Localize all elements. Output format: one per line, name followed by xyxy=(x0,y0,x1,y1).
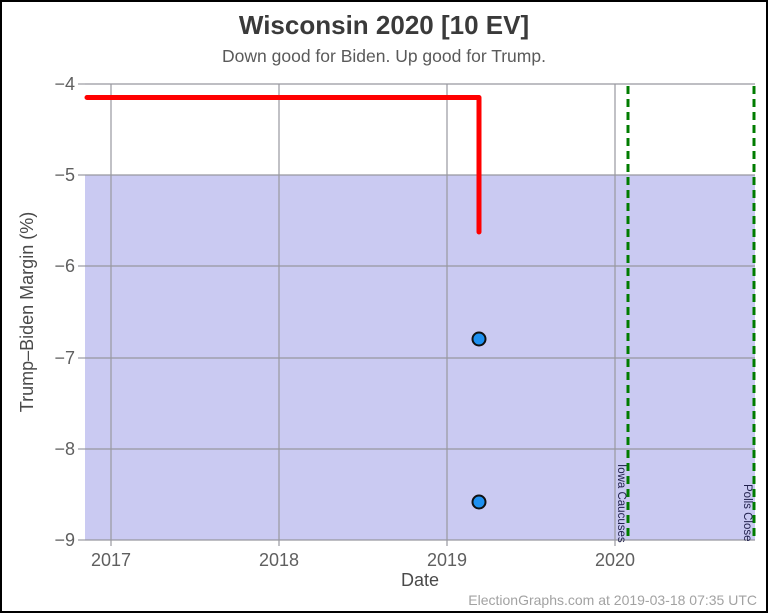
y-tick-label: −9 xyxy=(54,530,75,550)
trend-line xyxy=(84,95,482,235)
page-title: Wisconsin 2020 [10 EV] xyxy=(239,10,529,40)
footer-credit: ElectionGraphs.com at 2019-03-18 07:35 U… xyxy=(468,592,757,608)
x-tick-label: 2019 xyxy=(427,550,467,570)
vertical-gridlines xyxy=(110,84,616,540)
horizontal-gridlines xyxy=(85,83,755,541)
y-tick-label: −5 xyxy=(54,165,75,185)
x-tick-label: 2017 xyxy=(91,550,131,570)
chart-subtitle: Down good for Biden. Up good for Trump. xyxy=(222,46,546,66)
y-tick-labels: −4 −5 −6 −7 −8 −9 xyxy=(54,74,75,550)
poll-point xyxy=(471,494,487,510)
y-tick-label: −8 xyxy=(54,439,75,459)
y-axis-label: Trump–Biden Margin (%) xyxy=(17,212,37,412)
x-tick-label: 2020 xyxy=(595,550,635,570)
y-tick-label: −6 xyxy=(54,256,75,276)
tick-marks xyxy=(78,83,616,546)
iowa-caucuses-label: Iowa Caucuses xyxy=(615,464,627,543)
x-axis-label: Date xyxy=(401,570,439,590)
x-tick-label: 2018 xyxy=(259,550,299,570)
poll-point xyxy=(471,331,487,347)
polls-close-label: Polls Close xyxy=(741,484,753,542)
y-tick-label: −4 xyxy=(54,74,75,94)
y-tick-label: −7 xyxy=(54,348,75,368)
x-tick-labels: 2017 2018 2019 2020 xyxy=(91,550,635,570)
